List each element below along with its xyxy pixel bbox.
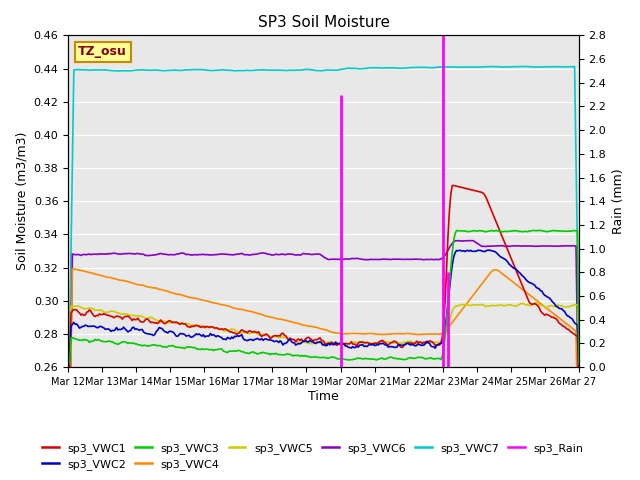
sp3_VWC2 <box>234 333 241 338</box>
sp3_VWC1 <box>287 336 295 342</box>
X-axis label: Time: Time <box>308 390 339 403</box>
sp3_VWC6 <box>234 252 241 257</box>
Line: sp3_VWC6: sp3_VWC6 <box>68 240 579 480</box>
sp3_VWC2 <box>64 358 72 363</box>
sp3_VWC5 <box>64 358 72 363</box>
sp3_VWC7 <box>548 64 556 70</box>
sp3_VWC3 <box>64 361 72 367</box>
sp3_VWC4 <box>68 266 76 272</box>
sp3_VWC3 <box>234 348 241 353</box>
sp3_VWC7 <box>287 68 295 73</box>
sp3_VWC3 <box>127 340 134 346</box>
sp3_VWC1 <box>575 364 582 370</box>
sp3_VWC5 <box>234 329 241 335</box>
sp3_VWC4 <box>244 308 252 313</box>
Line: sp3_VWC5: sp3_VWC5 <box>68 303 579 360</box>
Line: sp3_VWC3: sp3_VWC3 <box>68 230 579 364</box>
sp3_VWC4 <box>548 310 556 315</box>
sp3_VWC7 <box>242 67 250 73</box>
sp3_VWC6 <box>216 251 224 257</box>
sp3_VWC3 <box>216 346 224 352</box>
Y-axis label: Soil Moisture (m3/m3): Soil Moisture (m3/m3) <box>15 132 28 270</box>
Line: sp3_VWC4: sp3_VWC4 <box>68 269 579 480</box>
sp3_VWC5 <box>242 330 250 336</box>
sp3_VWC5 <box>575 358 582 363</box>
sp3_VWC6 <box>127 251 134 256</box>
sp3_VWC2 <box>216 334 224 340</box>
sp3_VWC4 <box>218 302 226 308</box>
sp3_VWC1 <box>234 331 241 337</box>
sp3_VWC2 <box>127 327 134 333</box>
sp3_VWC2 <box>548 298 556 304</box>
sp3_VWC2 <box>484 247 492 253</box>
sp3_VWC7 <box>575 338 582 344</box>
Line: sp3_VWC7: sp3_VWC7 <box>68 66 579 434</box>
sp3_VWC7 <box>520 63 527 69</box>
sp3_VWC3 <box>287 352 295 358</box>
sp3_VWC3 <box>488 228 496 233</box>
sp3_VWC7 <box>234 68 241 73</box>
sp3_VWC5 <box>548 302 556 308</box>
sp3_VWC2 <box>242 337 250 343</box>
sp3_VWC1 <box>450 182 458 188</box>
sp3_VWC7 <box>127 68 134 74</box>
Title: SP3 Soil Moisture: SP3 Soil Moisture <box>257 15 390 30</box>
sp3_VWC5 <box>127 312 134 318</box>
sp3_VWC2 <box>287 339 295 345</box>
Line: sp3_VWC2: sp3_VWC2 <box>68 250 579 360</box>
sp3_VWC1 <box>216 326 224 332</box>
sp3_VWC4 <box>129 280 136 286</box>
sp3_VWC5 <box>287 336 295 342</box>
sp3_VWC7 <box>216 67 224 73</box>
sp3_VWC5 <box>532 300 540 306</box>
sp3_VWC3 <box>548 228 556 234</box>
sp3_VWC6 <box>548 243 556 249</box>
sp3_VWC3 <box>242 350 250 356</box>
sp3_VWC5 <box>216 326 224 332</box>
sp3_VWC6 <box>287 252 295 257</box>
sp3_VWC4 <box>289 320 297 325</box>
sp3_VWC4 <box>235 306 243 312</box>
sp3_VWC1 <box>127 315 134 321</box>
sp3_VWC7 <box>64 432 72 437</box>
sp3_VWC6 <box>467 238 475 243</box>
sp3_VWC1 <box>548 314 556 320</box>
sp3_VWC6 <box>242 252 250 258</box>
sp3_VWC1 <box>242 329 250 335</box>
Text: TZ_osu: TZ_osu <box>78 45 127 58</box>
sp3_VWC2 <box>575 358 582 363</box>
sp3_VWC6 <box>575 427 582 433</box>
sp3_VWC3 <box>575 361 582 367</box>
Legend: sp3_VWC1, sp3_VWC2, sp3_VWC3, sp3_VWC4, sp3_VWC5, sp3_VWC6, sp3_VWC7, sp3_Rain: sp3_VWC1, sp3_VWC2, sp3_VWC3, sp3_VWC4, … <box>38 438 588 474</box>
Y-axis label: Rain (mm): Rain (mm) <box>612 168 625 234</box>
sp3_VWC1 <box>64 364 72 370</box>
Line: sp3_VWC1: sp3_VWC1 <box>68 185 579 367</box>
